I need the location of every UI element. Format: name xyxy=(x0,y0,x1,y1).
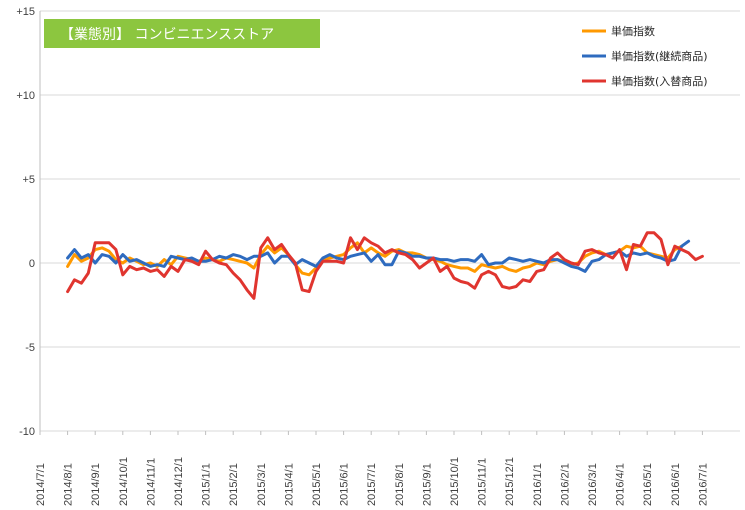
x-tick-label: 2016/7/1 xyxy=(697,463,709,506)
x-tick-label: 2015/11/1 xyxy=(477,458,489,506)
legend: 単価指数 単価指数(継続商品) 単価指数(入替商品) xyxy=(572,14,742,94)
x-tick-label: 2014/9/1 xyxy=(90,463,102,506)
gridlines xyxy=(39,10,740,435)
series-lines xyxy=(66,231,704,300)
x-tick-label: 2015/7/1 xyxy=(366,463,378,506)
y-tick-label: -10 xyxy=(19,426,35,438)
x-tick-label: 2015/3/1 xyxy=(256,463,268,506)
x-tick-label: 2016/6/1 xyxy=(670,463,682,506)
x-tick-label: 2015/4/1 xyxy=(283,463,295,506)
series-line-1 xyxy=(66,239,691,273)
legend-label-continuing: 単価指数(継続商品) xyxy=(611,49,708,63)
y-tick-label: 0 xyxy=(29,258,35,270)
x-tick-label: 2015/1/1 xyxy=(201,463,213,506)
y-tick-label: -5 xyxy=(25,342,35,354)
x-axis-tick-labels: 2014/7/1 2014/8/1 2014/9/1 2014/10/1 2014/11… xyxy=(35,457,709,506)
x-tick-label: 2014/11/1 xyxy=(145,458,157,506)
x-tick-label: 2016/4/1 xyxy=(615,463,627,506)
x-tick-label: 2016/5/1 xyxy=(642,463,654,506)
chart-title: 【業態別】 コンビニエンスストア xyxy=(60,27,274,43)
x-tick-label: 2015/12/1 xyxy=(504,457,516,506)
x-tick-label: 2016/2/1 xyxy=(559,463,571,506)
legend-label-replacement: 単価指数(入替商品) xyxy=(611,74,708,88)
x-tick-label: 2016/3/1 xyxy=(587,463,599,506)
series-line-2 xyxy=(66,231,704,300)
x-tick-label: 2014/10/1 xyxy=(118,457,130,506)
x-tick-label: 2015/8/1 xyxy=(394,463,406,506)
x-tick-label: 2015/2/1 xyxy=(228,463,240,506)
y-tick-label: +15 xyxy=(16,6,35,18)
x-tick-label: 2015/6/1 xyxy=(339,463,351,506)
x-tick-label: 2015/9/1 xyxy=(421,463,433,506)
x-tick-label: 2016/1/1 xyxy=(532,463,544,506)
x-tick-label: 2014/8/1 xyxy=(63,463,75,506)
chart-title-box: 【業態別】 コンビニエンスストア xyxy=(44,19,320,48)
y-tick-label: +10 xyxy=(16,90,35,102)
x-tick-label: 2015/10/1 xyxy=(449,457,461,506)
y-tick-label: +5 xyxy=(22,174,35,186)
x-tick-label: 2014/7/1 xyxy=(35,463,47,506)
legend-label-unit-price: 単価指数 xyxy=(611,24,655,38)
y-axis-tick-labels: +15 +10 +5 0 -5 -10 xyxy=(16,6,35,438)
x-tick-label: 2015/5/1 xyxy=(311,463,323,506)
x-tick-label: 2014/12/1 xyxy=(173,457,185,506)
